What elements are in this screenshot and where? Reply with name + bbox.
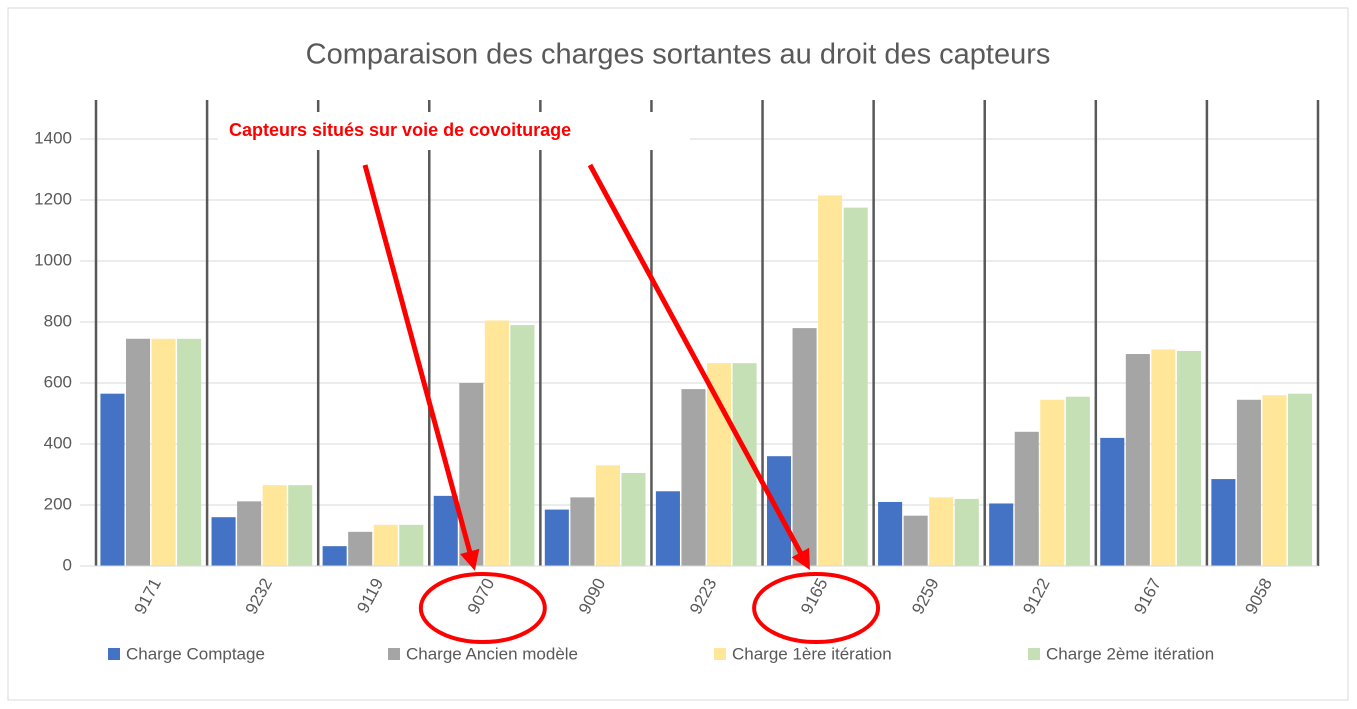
bar: [433, 495, 458, 566]
bar: [1236, 399, 1261, 566]
annotation-box: [218, 112, 690, 150]
bar: [929, 497, 954, 566]
bar: [1211, 479, 1236, 566]
y-tick-label: 1000: [34, 250, 72, 269]
bar: [1262, 395, 1287, 566]
bar: [1151, 349, 1176, 566]
legend-swatch: [714, 648, 726, 660]
bar: [1065, 396, 1090, 566]
y-tick-label: 400: [44, 433, 72, 452]
bar: [373, 524, 398, 566]
bar: [843, 207, 868, 566]
bar: [903, 515, 928, 566]
bar: [595, 465, 620, 566]
bar: [1040, 399, 1065, 566]
bar: [707, 363, 732, 566]
legend-swatch: [108, 648, 120, 660]
bar: [151, 338, 176, 566]
bar: [1014, 431, 1039, 566]
bar: [1125, 354, 1150, 566]
y-tick-label: 1200: [34, 189, 72, 208]
legend-label: Charge Comptage: [126, 644, 265, 663]
bar: [510, 325, 535, 566]
annotation-arrow: [587, 163, 810, 571]
highlight-ellipse: [752, 572, 881, 644]
bar: [459, 383, 484, 566]
bar: [348, 531, 373, 566]
bar: [681, 389, 706, 566]
bar: [399, 524, 424, 566]
bar: [989, 503, 1014, 566]
legend-swatch: [1028, 648, 1040, 660]
legend-label: Charge 2ème itération: [1046, 644, 1214, 663]
y-tick-label: 200: [44, 494, 72, 513]
bar: [211, 517, 236, 566]
legend-swatch: [388, 648, 400, 660]
bar: [237, 501, 262, 566]
chart-title: Comparaison des charges sortantes au dro…: [306, 39, 1051, 71]
bar: [288, 485, 313, 566]
bar: [878, 501, 903, 566]
bar: [954, 498, 979, 566]
bar: [621, 472, 646, 566]
bar: [792, 328, 817, 566]
bar: [1100, 437, 1125, 566]
bar: [177, 338, 202, 566]
bar: [322, 546, 347, 566]
y-tick-label: 0: [63, 555, 72, 574]
bar: [570, 497, 595, 566]
annotation-text: Capteurs situés sur voie de covoiturage: [229, 120, 571, 140]
bar: [1176, 350, 1201, 566]
bar: [100, 393, 125, 566]
highlight-ellipse: [418, 572, 547, 644]
bar: [262, 485, 287, 566]
legend-label: Charge Ancien modèle: [406, 644, 578, 663]
bar: [818, 195, 843, 567]
annotation-arrow: [362, 164, 480, 571]
legend-label: Charge 1ère itération: [732, 644, 892, 663]
y-tick-label: 800: [44, 311, 72, 330]
bar: [544, 509, 569, 566]
bar: [1288, 393, 1313, 566]
bar: [484, 320, 509, 566]
bar: [125, 338, 151, 566]
bar: [655, 491, 680, 566]
y-tick-label: 600: [44, 372, 72, 391]
y-tick-label: 1400: [34, 128, 72, 147]
